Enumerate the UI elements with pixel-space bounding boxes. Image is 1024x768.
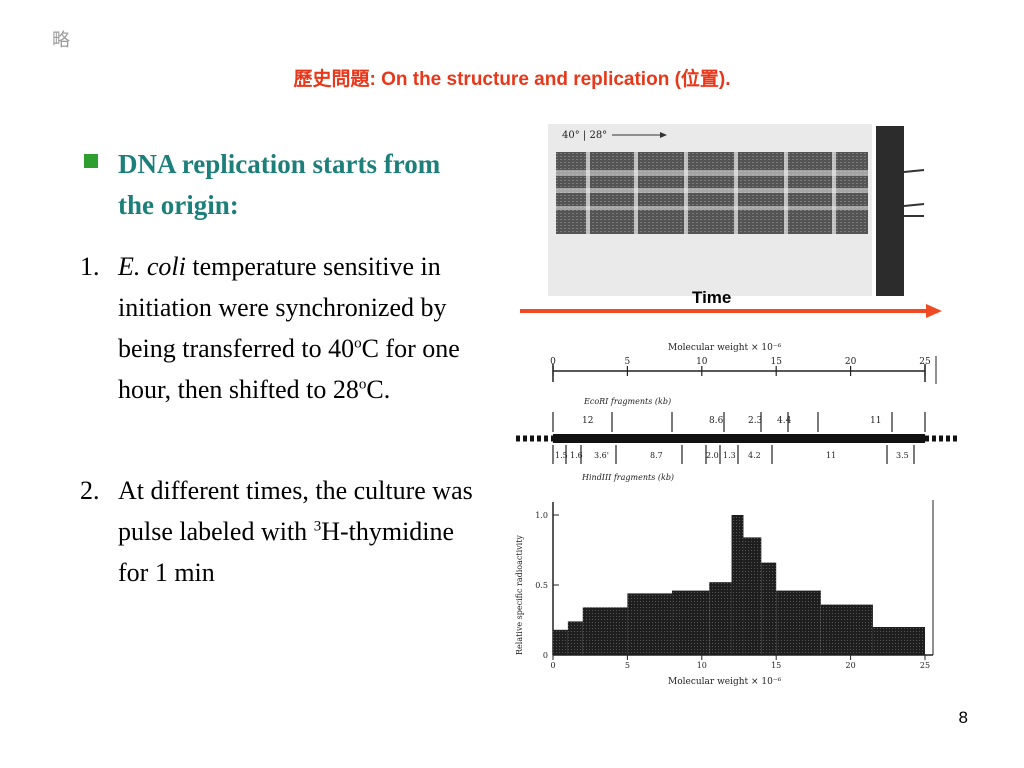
hindiii-value: 1.5	[555, 451, 568, 460]
hist-y-tick-label: 1.0	[535, 511, 548, 520]
corner-mark: 略	[52, 30, 70, 51]
ecori-value: 2.3	[748, 416, 763, 426]
bullet-text: DNA replication starts from the origin:	[118, 149, 441, 220]
list-item-body: At different times, the culture was puls…	[118, 476, 473, 587]
histogram-bar	[582, 607, 628, 655]
hindiii-value: 11	[826, 451, 836, 460]
hindiii-label: HindIII fragments (kb)	[581, 473, 674, 482]
list-item-1: 1. E. coli temperature sensitive in init…	[80, 246, 490, 410]
hindiii-value: 3.5	[896, 451, 909, 460]
hist-x-label: Molecular weight × 10⁻⁶	[668, 677, 782, 687]
hist-x-tick-label: 5	[625, 661, 630, 670]
histogram-bar	[553, 629, 568, 655]
hindiii-value: 3.6'	[594, 451, 609, 460]
map-title: Molecular weight × 10⁻⁶	[668, 343, 782, 353]
hist-x-tick-label: 20	[846, 661, 856, 670]
list-item-body: E. coli temperature sensitive in initiat…	[118, 252, 460, 404]
hist-y-label: Relative specific radioactivity	[515, 535, 524, 655]
hist-x-tick-label: 15	[771, 661, 781, 670]
bullet-heading: DNA replication starts from the origin:	[84, 144, 464, 226]
hist-y-tick-label: 0	[543, 651, 548, 660]
histogram-bar	[567, 621, 583, 655]
histogram-bar	[761, 562, 777, 655]
hist-x-tick-label: 25	[920, 661, 930, 670]
radioactivity-histogram: 1.0 0.5 0 0 5 10 15 20 25 Relative specific rad…	[515, 500, 934, 687]
map-tick-label: 5	[625, 357, 631, 367]
hindiii-value: 2.0	[706, 451, 719, 460]
map-tick-label: 25	[919, 357, 931, 367]
ecori-value: 12	[582, 416, 593, 426]
time-label: Time	[692, 288, 732, 307]
hindiii-value: 4.2	[748, 451, 761, 460]
histogram-bar	[743, 537, 762, 655]
gel-image: 40° | 28°	[548, 124, 925, 296]
hindiii-value: 1.3	[723, 451, 736, 460]
histogram-bar	[627, 593, 673, 655]
map-tick-label: 0	[550, 357, 556, 367]
map-tick-label: 15	[770, 357, 782, 367]
time-arrow	[520, 304, 942, 318]
histogram-bar	[776, 590, 821, 655]
histogram-bar	[872, 627, 925, 655]
ecori-value: 11	[870, 416, 881, 426]
page-number: 8	[958, 708, 968, 727]
slide-title: 歷史問題: On the structure and replication (…	[293, 69, 731, 90]
species-name: E. coli	[118, 252, 186, 281]
histogram-bar	[820, 604, 873, 655]
bullet-square-icon	[84, 154, 98, 168]
hist-x-tick-label: 0	[550, 661, 555, 670]
histogram-bar	[731, 515, 744, 655]
hindiii-value: 8.7	[650, 451, 663, 460]
hist-y-tick-label: 0.5	[535, 581, 548, 590]
list-item-2: 2. At different times, the culture was p…	[80, 470, 490, 593]
ecori-value: 4.4	[777, 416, 792, 426]
list-number: 1.	[80, 252, 100, 281]
hist-x-tick-label: 10	[697, 661, 707, 670]
restriction-map: Molecular weight × 10⁻⁶ 0 5 10 15 20 25 EcoRI…	[516, 343, 958, 482]
ecori-label: EcoRI fragments (kb)	[583, 397, 671, 406]
hindiii-value: 1.6	[570, 451, 583, 460]
ecori-value: 8.6	[709, 416, 724, 426]
map-tick-label: 10	[696, 357, 708, 367]
list-number: 2.	[80, 476, 100, 505]
map-tick-label: 20	[845, 357, 857, 367]
histogram-bar	[672, 590, 710, 655]
histogram-bar	[709, 582, 732, 655]
gel-label: 40° | 28°	[562, 130, 607, 141]
